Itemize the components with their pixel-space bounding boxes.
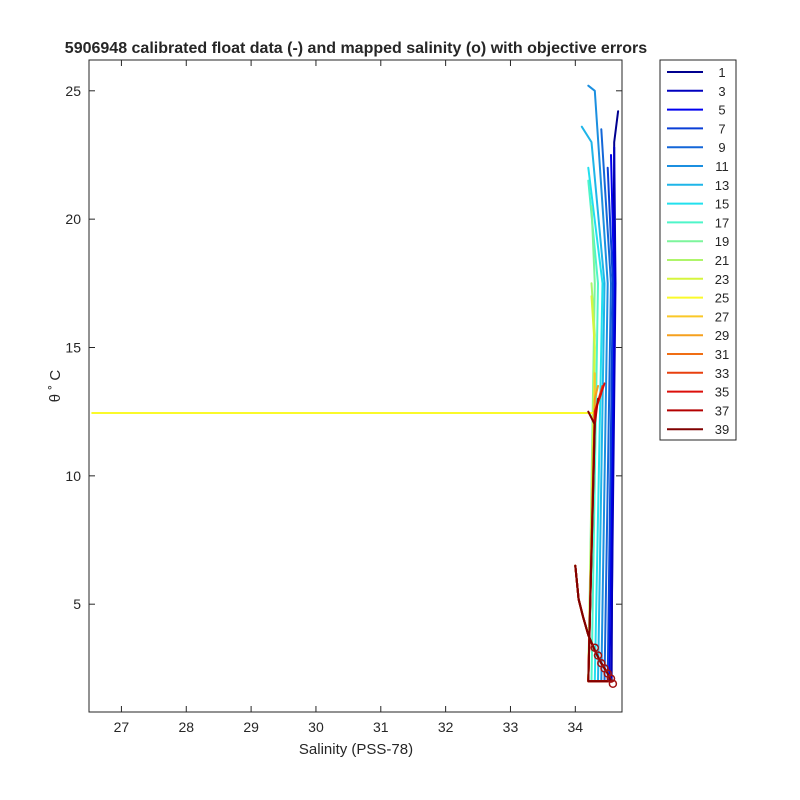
- x-axis-label: Salinity (PSS-78): [299, 741, 413, 758]
- legend-label-1: 1: [718, 65, 725, 80]
- legend-label-17: 17: [715, 215, 729, 230]
- legend-label-5: 5: [718, 103, 725, 118]
- legend-label-23: 23: [715, 272, 729, 287]
- legend-label-19: 19: [715, 234, 729, 249]
- y-tick-label: 15: [65, 339, 81, 355]
- x-tick-label: 31: [373, 719, 389, 735]
- legend-label-35: 35: [715, 385, 729, 400]
- legend-label-9: 9: [718, 140, 725, 155]
- x-tick-label: 27: [114, 719, 130, 735]
- legend-label-21: 21: [715, 253, 729, 268]
- y-axis-ticks: 5 10 15 20 25: [65, 83, 622, 612]
- mapped-salinity-marker: [593, 651, 603, 660]
- y-tick-label: 5: [73, 596, 81, 612]
- x-tick-label: 28: [178, 719, 194, 735]
- series-layer: [91, 84, 620, 683]
- legend-label-33: 33: [715, 366, 729, 381]
- legend-label-3: 3: [718, 84, 725, 99]
- x-tick-label: 29: [243, 719, 259, 735]
- legend-label-27: 27: [715, 309, 729, 324]
- mapped-salinity-marker: [606, 674, 616, 683]
- x-tick-label: 33: [503, 719, 519, 735]
- y-tick-label: 10: [65, 468, 81, 484]
- legend-label-31: 31: [715, 347, 729, 362]
- mapped-salinity-markers: [590, 643, 618, 689]
- legend-label-7: 7: [718, 121, 725, 136]
- legend-label-37: 37: [715, 403, 729, 418]
- mapped-salinity-marker: [590, 643, 600, 653]
- legend-box: [659, 59, 737, 441]
- chart-title: 5906948 calibrated float data (-) and ma…: [65, 40, 647, 57]
- mapped-salinity-marker: [608, 679, 618, 689]
- legend-label-25: 25: [715, 291, 729, 306]
- series-line-39: [574, 410, 612, 683]
- legend-label-39: 39: [715, 422, 729, 437]
- x-axis-ticks: 27 28 29 30 31 32 33 34: [114, 60, 584, 735]
- legend-label-13: 13: [715, 178, 729, 193]
- legend-label-15: 15: [715, 197, 729, 212]
- y-axis-label: θ ˚ C: [47, 370, 64, 403]
- axes-box: [88, 59, 623, 713]
- y-tick-label: 20: [65, 211, 81, 227]
- x-tick-label: 32: [438, 719, 454, 735]
- legend-label-29: 29: [715, 328, 729, 343]
- legend-label-11: 11: [715, 159, 729, 174]
- y-tick-label: 25: [65, 83, 81, 99]
- x-tick-label: 34: [568, 719, 584, 735]
- x-tick-label: 30: [308, 719, 324, 735]
